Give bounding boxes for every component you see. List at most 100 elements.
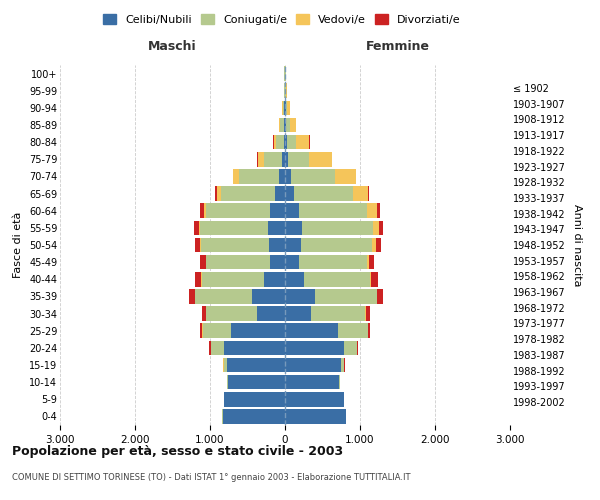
Bar [257,306,285,321]
Bar [285,272,304,286]
Bar [201,238,269,252]
Text: COMUNE DI SETTIMO TORINESE (TO) - Dati ISTAT 1° gennaio 2003 - Elaborazione TUTT: COMUNE DI SETTIMO TORINESE (TO) - Dati I… [12,472,410,482]
Bar [311,306,365,321]
Bar [335,169,355,184]
Bar [284,118,285,132]
Bar [285,324,337,338]
Legend: Celibi/Nubili, Coniugati/e, Vedovi/e, Divorziati/e: Celibi/Nubili, Coniugati/e, Vedovi/e, Di… [100,10,464,28]
Bar [285,220,302,235]
Bar [190,289,194,304]
Bar [302,220,373,235]
Bar [357,340,358,355]
Bar [355,169,356,184]
Bar [203,204,206,218]
Bar [299,255,367,270]
Bar [269,238,285,252]
Bar [373,220,379,235]
Bar [252,289,285,304]
Bar [200,220,268,235]
Bar [283,100,284,115]
Bar [291,169,335,184]
Bar [304,272,370,286]
Bar [285,375,339,390]
Bar [194,220,199,235]
Bar [285,306,311,321]
Bar [221,186,275,201]
Bar [194,238,200,252]
Bar [233,169,239,184]
Bar [315,289,377,304]
Bar [367,255,369,270]
Bar [290,118,296,132]
Bar [285,238,301,252]
Bar [377,204,380,218]
Bar [285,152,288,166]
Bar [279,169,285,184]
Bar [339,375,340,390]
Bar [372,238,376,252]
Bar [283,152,285,166]
Bar [369,255,374,270]
Bar [239,169,279,184]
Bar [196,272,202,286]
Bar [371,272,377,286]
Bar [284,135,285,150]
Bar [205,255,206,270]
Y-axis label: Anni di nascita: Anni di nascita [572,204,583,286]
Bar [200,255,205,270]
Bar [368,324,370,338]
Bar [288,152,309,166]
Bar [195,289,252,304]
Bar [268,220,285,235]
Bar [285,409,346,424]
Bar [276,135,284,150]
Text: Popolazione per età, sesso e stato civile - 2003: Popolazione per età, sesso e stato civil… [12,445,343,458]
Bar [206,255,270,270]
Bar [217,186,221,201]
Bar [309,152,331,166]
Bar [274,135,276,150]
Bar [331,152,332,166]
Bar [202,306,206,321]
Bar [296,135,310,150]
Bar [270,255,285,270]
Bar [223,409,285,424]
Bar [285,204,299,218]
Bar [264,272,285,286]
Bar [379,220,383,235]
Bar [341,358,344,372]
Bar [200,204,203,218]
Bar [211,340,223,355]
Bar [337,324,367,338]
Bar [209,340,211,355]
Bar [353,186,367,201]
Bar [203,324,231,338]
Bar [286,118,290,132]
Bar [223,358,227,372]
Bar [215,186,217,201]
Bar [224,392,285,406]
Bar [200,238,201,252]
Bar [275,186,285,201]
Bar [280,118,284,132]
Bar [285,358,341,372]
Bar [285,340,343,355]
Bar [286,84,287,98]
Bar [206,306,257,321]
Bar [285,392,343,406]
Bar [228,375,285,390]
Bar [285,255,299,270]
Bar [286,100,287,115]
Bar [285,118,286,132]
Bar [202,272,264,286]
Y-axis label: Fasce di età: Fasce di età [13,212,23,278]
Bar [367,186,370,201]
Bar [227,358,285,372]
Bar [285,135,287,150]
Bar [223,340,285,355]
Bar [227,375,228,390]
Bar [263,152,283,166]
Bar [376,238,381,252]
Bar [343,340,357,355]
Bar [299,204,367,218]
